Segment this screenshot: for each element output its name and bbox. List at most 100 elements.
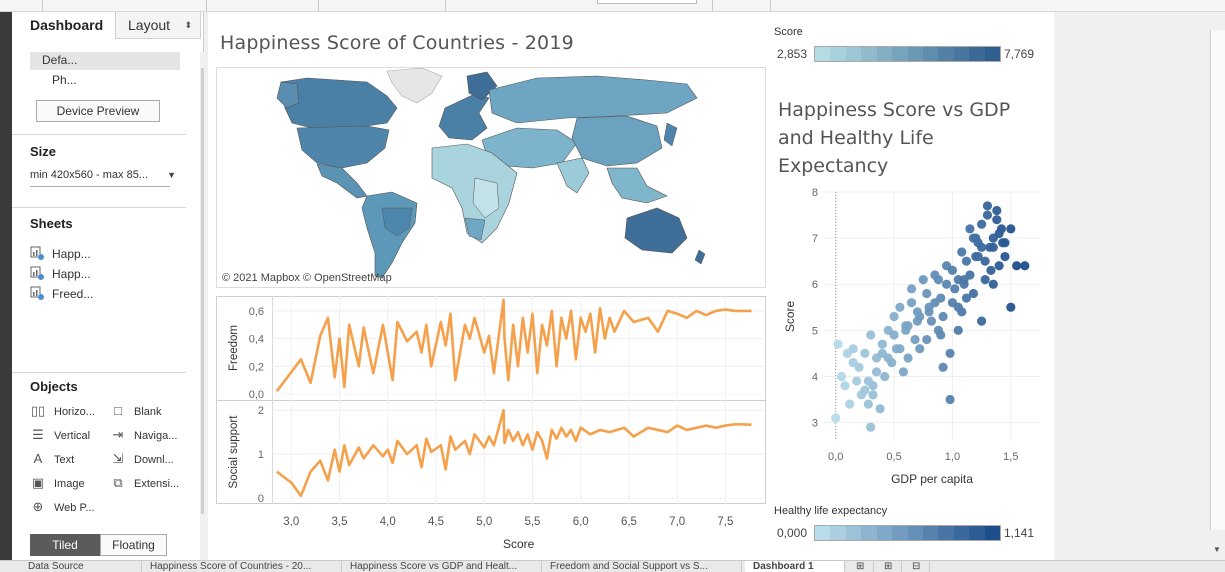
divider: [12, 372, 186, 373]
object-blank[interactable]: □ Blank: [110, 399, 190, 423]
china[interactable]: [571, 115, 663, 167]
greenland[interactable]: [386, 68, 443, 104]
size-heading: Size: [30, 144, 57, 159]
y-tick-label: 3: [812, 418, 818, 430]
horizontal-container-icon: ▯▯: [30, 403, 46, 418]
object-label: Downl...: [134, 454, 174, 466]
legend-swatch: [845, 47, 862, 61]
legend-swatch: [953, 526, 970, 540]
sheet-item[interactable]: Freed...: [30, 284, 93, 304]
y-tick-label: 4: [812, 371, 818, 383]
india[interactable]: [556, 157, 590, 194]
tab-sheet[interactable]: Freedom and Social Support vs S...: [542, 561, 742, 572]
tab-layout[interactable]: Layout ⬍: [115, 12, 201, 39]
scatter-point: [992, 205, 1002, 216]
object-image[interactable]: ▣ Image: [30, 471, 110, 495]
sheet-used-icon: [30, 266, 44, 280]
southeast-asia[interactable]: [606, 167, 668, 204]
object-web-page[interactable]: ⊕ Web P...: [30, 495, 110, 519]
hle-legend-ramp[interactable]: [814, 525, 1001, 541]
australia[interactable]: [624, 207, 688, 254]
world-map-svg: [276, 68, 706, 279]
object-navigation[interactable]: ⇥ Naviga...: [110, 423, 190, 447]
brazil[interactable]: [381, 207, 413, 237]
scatter-point: [903, 321, 913, 331]
device-phone[interactable]: Ph...: [42, 72, 77, 88]
tab-sheet[interactable]: Happiness Score vs GDP and Healt...: [342, 561, 542, 572]
scatter-point: [906, 298, 917, 308]
y-tick-label: 6: [812, 279, 818, 291]
gdp-score-scatter[interactable]: 3 4 5 6 7 8 0,0 0,5 1,0 1,5 GDP per capita Score: [778, 186, 1044, 490]
legend-swatch: [938, 47, 954, 61]
mexico[interactable]: [316, 163, 368, 199]
object-label: Text: [54, 454, 75, 466]
freedom-social-support-chart[interactable]: 0,0 0,2 0,4 0,6 Freedom 0 1 2 Social support 3,0 3…: [216, 296, 782, 528]
line-chart-x-axis-label: Score: [503, 537, 535, 551]
sheets-heading: Sheets: [30, 216, 73, 231]
legend-swatch: [938, 526, 954, 540]
scatter-point: [877, 339, 887, 349]
scatter-point: [965, 224, 975, 234]
x-tick-label: 1,0: [945, 451, 960, 463]
sheet-item[interactable]: Happ...: [30, 244, 93, 264]
south-africa[interactable]: [464, 217, 486, 241]
japan[interactable]: [663, 122, 678, 147]
hle-legend-max: 1,141: [1004, 526, 1035, 540]
object-vertical[interactable]: ☰ Vertical: [30, 423, 110, 447]
top-toolbar: [0, 0, 1225, 12]
new-story-icon[interactable]: ⊟: [904, 561, 930, 572]
tab-sheet[interactable]: Happiness Score of Countries - 20...: [142, 561, 342, 572]
x-tick-label: 6,0: [573, 516, 589, 528]
tab-dashboard-1[interactable]: Dashboard 1: [745, 561, 845, 572]
scatter-point: [945, 394, 955, 405]
new-sheet-icon[interactable]: ⊞: [848, 561, 874, 572]
scroll-down-icon[interactable]: ▼: [1213, 545, 1221, 554]
x-tick-label: 7,0: [669, 516, 685, 528]
legend-swatch: [830, 526, 846, 540]
legend-swatch: [815, 47, 831, 61]
tab-dashboard[interactable]: Dashboard: [12, 12, 115, 39]
vertical-scrollbar[interactable]: [1210, 30, 1225, 530]
usa[interactable]: [296, 125, 390, 169]
toolbar-field[interactable]: [597, 0, 697, 4]
device-phone-label: Ph...: [52, 73, 77, 87]
object-horizontal[interactable]: ▯▯ Horizo...: [30, 399, 110, 423]
scatter-point: [968, 233, 979, 243]
object-extension[interactable]: ⧉ Extensi...: [110, 471, 190, 495]
scatter-point: [926, 316, 937, 326]
size-dropdown[interactable]: min 420x560 - max 85... ▼: [30, 165, 176, 187]
floating-button[interactable]: Floating: [100, 534, 167, 556]
russia[interactable]: [488, 75, 698, 124]
world-map[interactable]: [216, 67, 766, 288]
sheet-item[interactable]: Happ...: [30, 264, 93, 284]
south-america[interactable]: [361, 191, 418, 279]
device-default[interactable]: Defa...: [30, 52, 180, 70]
scatter-point: [930, 298, 940, 308]
legend-swatch: [876, 526, 893, 540]
object-text[interactable]: A Text: [30, 447, 110, 471]
scatter-svg: 3 4 5 6 7 8 0,0 0,5 1,0 1,5 GDP per capita Score: [783, 187, 1040, 486]
tab-data-source[interactable]: Data Source: [20, 561, 142, 572]
canvas-margin: [1054, 12, 1210, 560]
tiled-button[interactable]: Tiled: [30, 534, 100, 556]
scatter-point: [895, 344, 905, 354]
canada[interactable]: [280, 77, 398, 129]
sheet-item-label: Freed...: [52, 287, 94, 301]
legend-swatch: [984, 47, 1001, 61]
legend-swatch: [953, 47, 970, 61]
device-preview-button[interactable]: Device Preview: [36, 100, 160, 122]
object-download[interactable]: ⇲ Downl...: [110, 447, 190, 471]
scatter-point: [840, 381, 850, 391]
alaska[interactable]: [276, 81, 300, 109]
score-legend-ramp[interactable]: [814, 46, 1001, 62]
scatter-point: [863, 376, 873, 386]
scatter-point: [933, 275, 944, 285]
scatter-point: [924, 307, 934, 317]
blank-icon: □: [114, 403, 122, 418]
new-dashboard-icon[interactable]: ⊞: [876, 561, 902, 572]
divider: [12, 134, 186, 135]
central-africa[interactable]: [472, 177, 500, 219]
scatter-point: [918, 275, 928, 285]
chevron-down-icon: ▼: [167, 170, 176, 180]
new-zealand[interactable]: [694, 249, 706, 265]
